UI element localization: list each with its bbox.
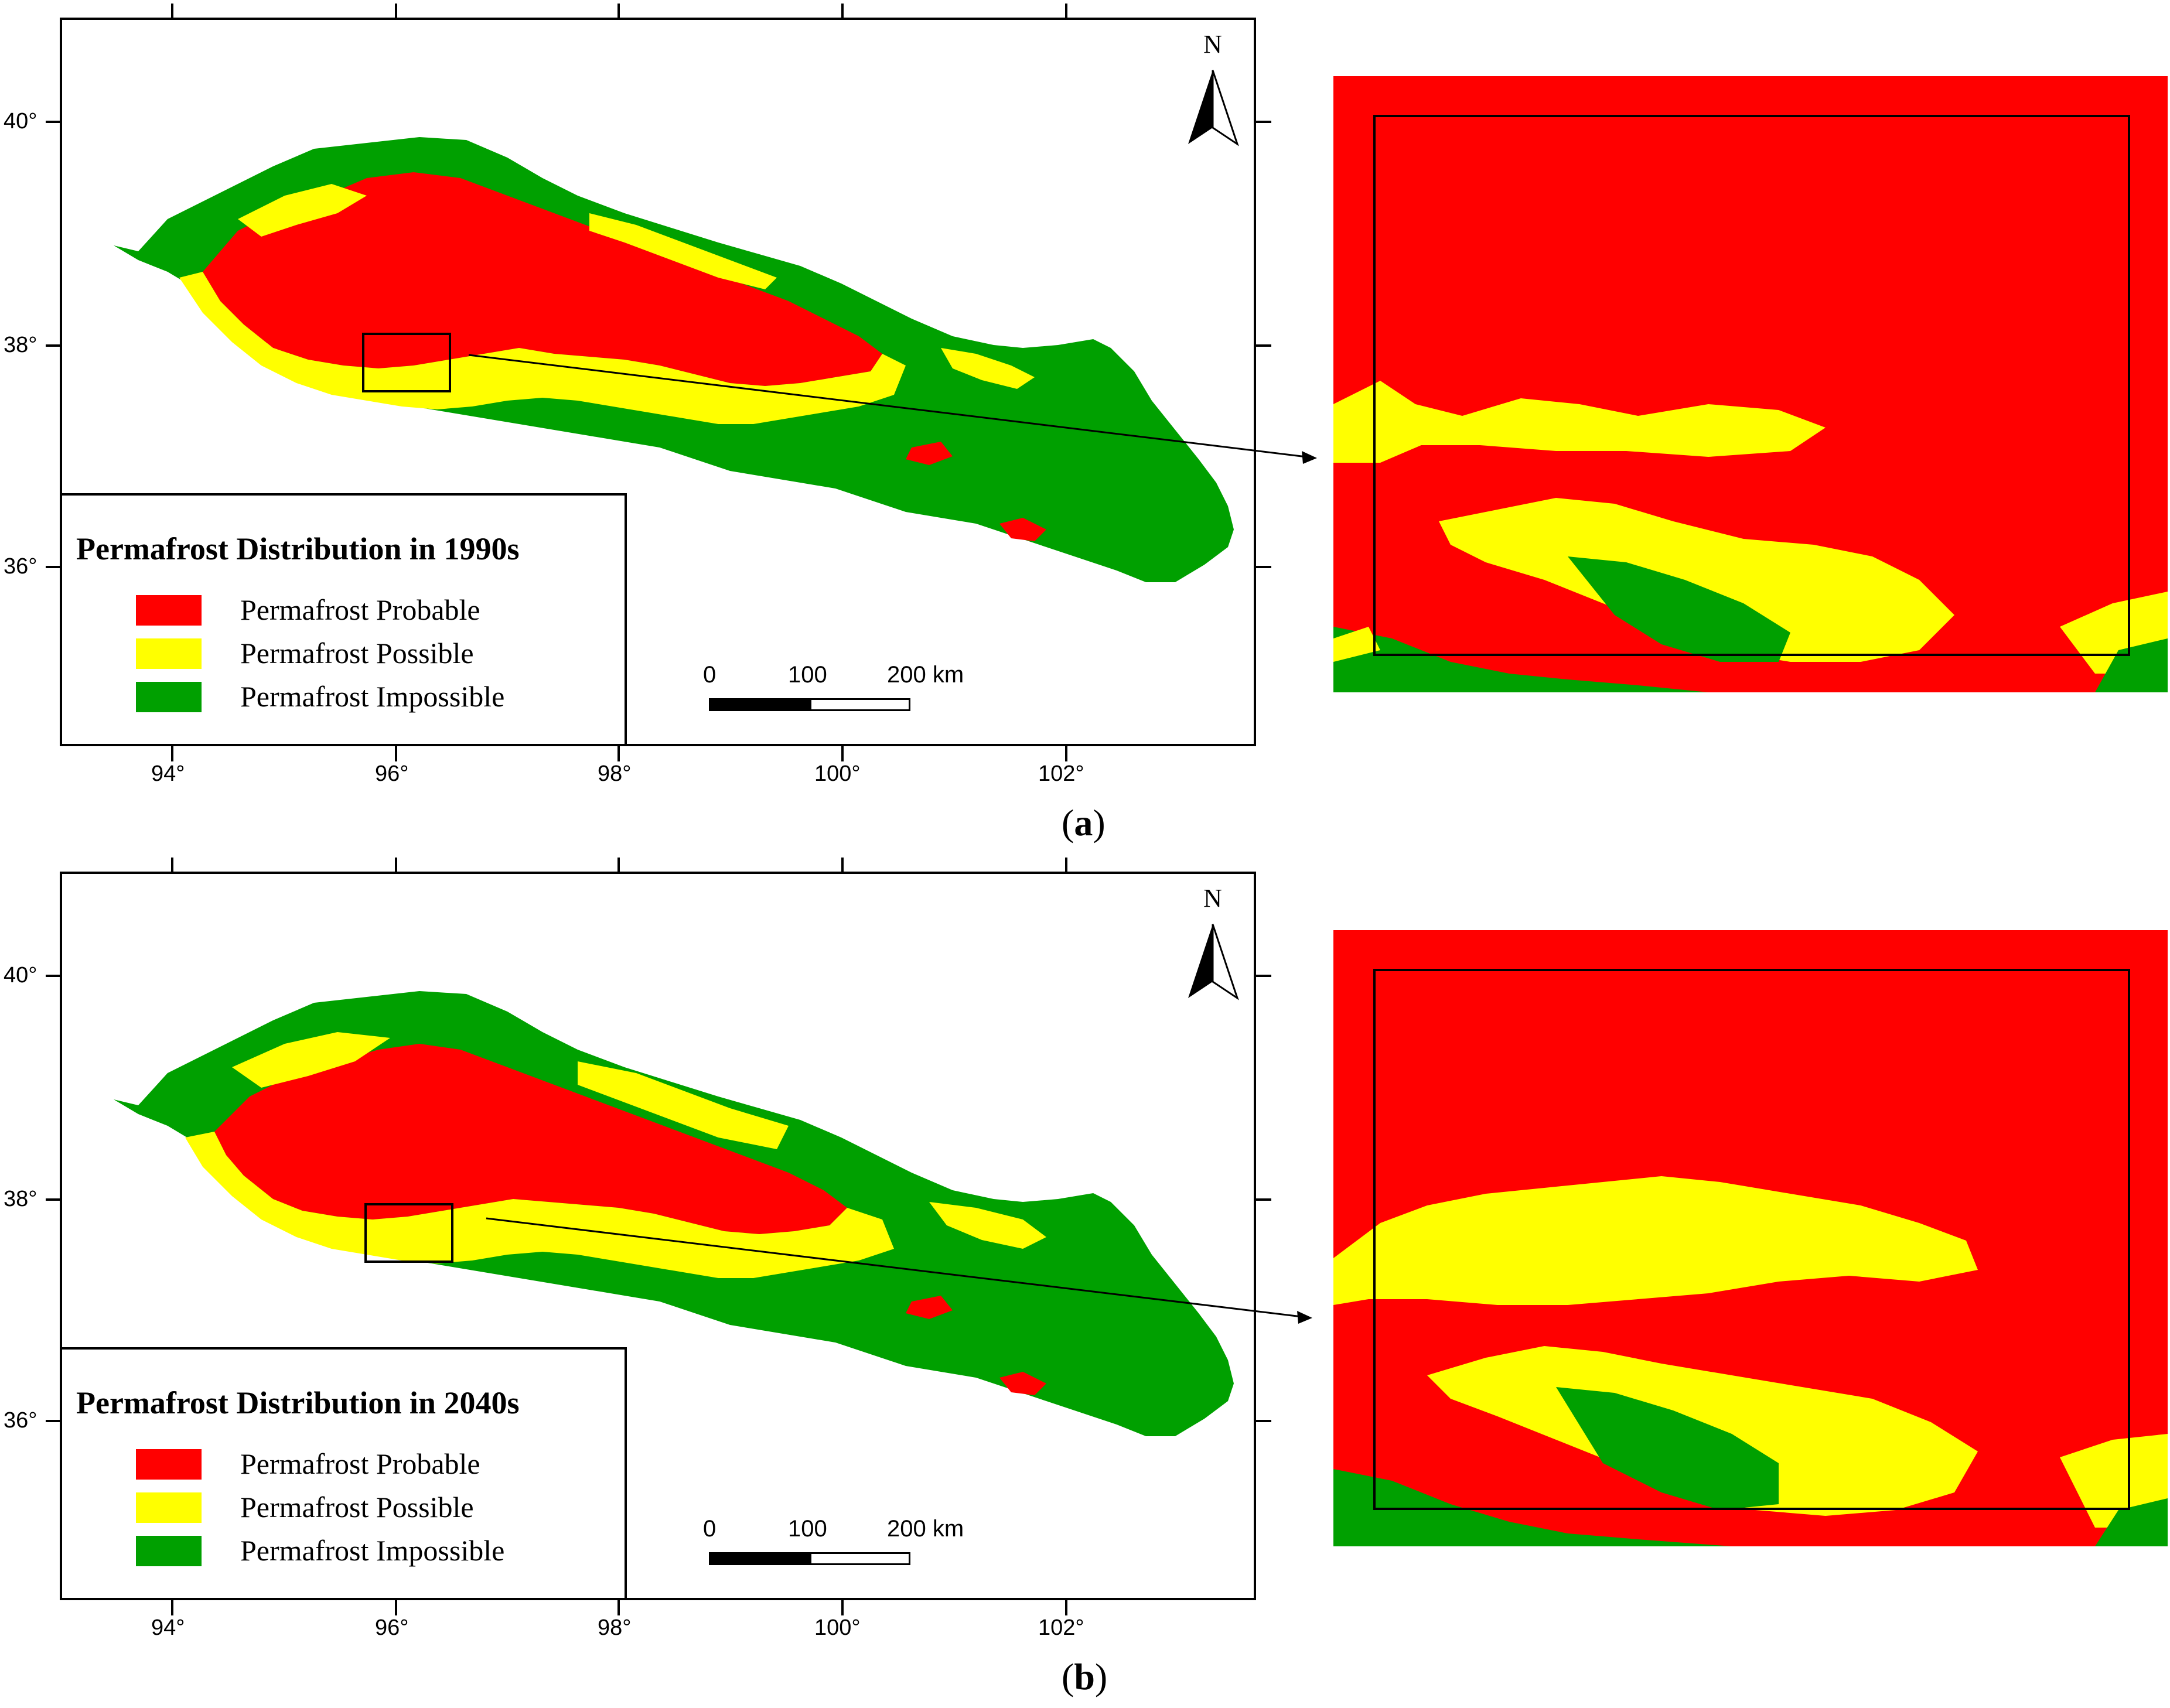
possible-region [232,1032,390,1088]
y-tick-label: 38° [4,333,37,357]
north-arrow: N [1183,883,1242,1000]
y-tick-label: 36° [4,1408,37,1433]
x-tick-label: 94° [151,1615,185,1640]
x-tick-label: 100° [814,1615,861,1640]
panel-label-close: ) [1094,1656,1108,1697]
zoom-map [1333,76,2168,692]
legend-label-impossible: Permafrost Impossible [240,1534,505,1567]
panel-label: (a) [1062,801,1106,845]
scale-segment-white [810,698,910,711]
y-tick-label: 38° [4,1187,37,1211]
zoom-map [1333,930,2168,1546]
north-arrow-icon [1188,70,1239,146]
legend-label-probable: Permafrost Probable [240,593,480,626]
legend-label-impossible: Permafrost Impossible [240,680,505,713]
scale-label: 100 [788,1516,827,1542]
legend-swatch-probable [136,1449,202,1480]
panel-label-letter: b [1074,1656,1095,1697]
panel-label-open: ( [1062,802,1074,843]
panel-label: (b) [1062,1655,1107,1699]
scale-label: 0 [703,662,716,688]
probable-region [999,1372,1046,1395]
inset-rectangle [364,1203,453,1263]
zoom-frame [1373,115,2130,656]
x-tick-label: 102° [1038,761,1084,786]
probable-region [203,172,882,386]
scale-segment-black [709,698,810,711]
north-arrow: N [1183,29,1242,146]
legend-swatch-probable [136,595,202,626]
possible-region [238,184,367,237]
zoom-inset [1333,76,2168,692]
panel-a: 94° 96° 98° 100° 102° 40° 38° 36° N Perm… [4,4,2168,845]
legend: Permafrost Distribution in 2040s Permafr… [60,1347,627,1600]
north-label: N [1203,884,1222,913]
legend-label-possible: Permafrost Possible [240,637,474,669]
permafrost-map [114,991,1234,1436]
y-tick-label: 40° [4,963,37,988]
y-tick-label: 36° [4,554,37,579]
scale-segment-white [810,1552,910,1565]
possible-region [589,213,777,289]
zoom-inset [1333,930,2168,1546]
north-label: N [1203,30,1222,59]
scale-label: 200 km [887,662,964,688]
panel-label-open: ( [1062,1656,1074,1697]
legend-title: Permafrost Distribution in 2040s [76,1385,520,1420]
x-tick-label: 100° [814,761,861,786]
zoom-frame [1373,969,2130,1510]
panel-label-letter: a [1074,802,1093,843]
x-tick-label: 94° [151,761,185,786]
panel-b: 94° 96° 98° 100° 102° 40° 38° 36° N Perm… [0,854,2170,1708]
legend: Permafrost Distribution in 1990s Permafr… [60,493,627,746]
x-tick-label: 102° [1038,1615,1084,1640]
probable-region [214,1044,847,1234]
inset-rectangle [362,333,451,392]
legend-swatch-impossible [136,682,202,712]
scale-label: 200 km [887,1516,964,1542]
legend-label-possible: Permafrost Possible [240,1491,474,1523]
panel-label-close: ) [1093,802,1106,843]
legend-swatch-impossible [136,1536,202,1566]
scale-label: 0 [703,1516,716,1542]
x-tick-label: 96° [375,761,409,786]
north-arrow-icon [1188,924,1239,1000]
legend-title: Permafrost Distribution in 1990s [76,531,520,566]
probable-region [999,518,1046,541]
scale-segment-black [709,1552,810,1565]
scale-bar: 0 100 200 km [703,1516,964,1574]
x-tick-label: 96° [375,1615,409,1640]
y-tick-label: 40° [4,109,37,134]
x-tick-label: 98° [598,1615,632,1640]
legend-label-probable: Permafrost Probable [240,1447,480,1480]
scale-label: 100 [788,662,827,688]
scale-bar: 0 100 200 km [703,662,964,720]
x-tick-label: 98° [598,761,632,786]
possible-region [578,1061,789,1149]
legend-swatch-possible [136,1492,202,1523]
legend-swatch-possible [136,638,202,669]
